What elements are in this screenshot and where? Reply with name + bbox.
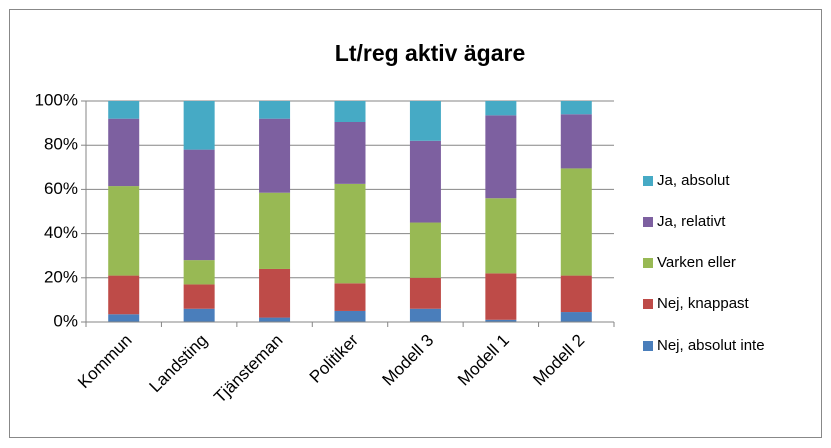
legend-label: Nej, absolut inte [657,337,765,354]
legend-swatch [643,341,653,351]
legend-label: Ja, relativt [657,213,726,230]
bar-segment [183,260,215,285]
y-tick-label: 20% [44,267,78,286]
legend-swatch [643,176,653,186]
y-tick-label: 100% [35,90,78,109]
bar-segment [108,118,140,187]
y-tick-label: 60% [44,179,78,198]
bar-segment [560,114,592,169]
bar-segment [108,101,140,119]
legend-label: Nej, knappast [657,295,750,312]
bar-segment [259,317,291,322]
bar-segment [259,118,291,193]
bar-segment [259,192,291,269]
bar-segment [183,149,215,261]
bar-segment [560,168,592,276]
bar-segment [334,121,366,184]
legend-swatch [643,299,653,309]
bar-segment [409,308,441,322]
y-tick-label: 80% [44,135,78,154]
bar-segment [259,101,291,119]
bar-segment [485,115,517,199]
bar-segment [560,275,592,313]
bar-segment [485,273,517,320]
y-tick-label: 40% [44,223,78,242]
bar-segment [259,268,291,318]
bar-segment [334,183,366,284]
bar-segment [560,101,592,115]
bar-segment [334,283,366,311]
bar-segment [485,101,517,116]
bar-segment [183,308,215,322]
bar-segment [409,277,441,309]
bar-segment [108,186,140,276]
chart-title: Lt/reg aktiv ägare [335,40,525,66]
bar-segment [560,312,592,322]
bar-segment [183,284,215,309]
legend-swatch [643,217,653,227]
legend-swatch [643,258,653,268]
bar-segment [409,222,441,278]
bar-segment [334,101,366,122]
legend-label: Ja, absolut [657,172,730,189]
legend-label: Varken eller [657,254,736,271]
bar-segment [334,310,366,322]
y-tick-label: 0% [53,311,78,330]
bar-segment [409,101,441,141]
bar-segment [108,314,140,322]
bar-segment [485,198,517,274]
bar-segment [183,101,215,150]
bar-segment [409,140,441,223]
bar-segment [108,275,140,315]
bar-segment [485,319,517,322]
